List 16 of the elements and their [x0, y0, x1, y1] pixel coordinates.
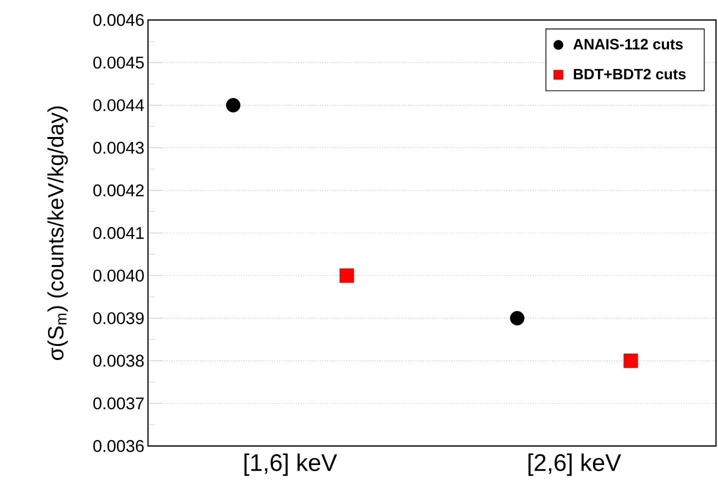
y-tick-label: 0.0043 — [93, 142, 144, 154]
y-axis-title: σ(S$_{m}$) (counts/keV/kg/day) — [47, 106, 68, 360]
legend-label: BDT+BDT2 cuts — [574, 68, 686, 80]
y-tick-label: 0.0039 — [93, 312, 144, 324]
y-tick-label: 0.0040 — [93, 270, 144, 282]
y-tick-label: 0.0042 — [93, 184, 144, 196]
x-tick-label: [2,6] keV — [528, 454, 622, 476]
y-tick-label: 0.0036 — [93, 440, 144, 452]
legend-label: ANAIS-112 cuts — [573, 38, 683, 50]
y-tick-label: 0.0041 — [93, 227, 144, 239]
y-tick-label: 0.0038 — [93, 354, 144, 367]
y-tick-label: 0.0046 — [93, 14, 144, 26]
x-tick-label: [1,6] keV — [244, 454, 338, 476]
y-tick-label: 0.0044 — [93, 99, 144, 112]
y-tick-label: 0.0037 — [93, 397, 144, 410]
y-tick-label: 0.0045 — [93, 56, 144, 69]
